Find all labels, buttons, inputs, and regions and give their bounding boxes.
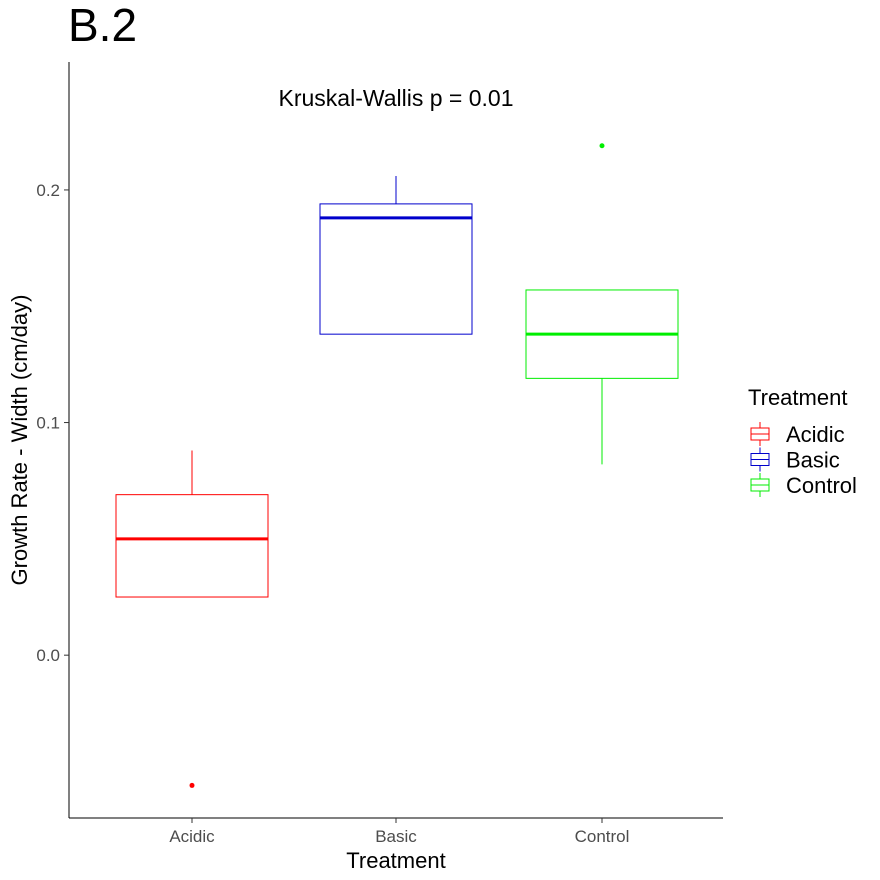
axes: 0.0 0.1 0.2 Acidic Basic Control — [36, 181, 629, 846]
y-tick-label: 0.2 — [36, 181, 60, 200]
y-axis-title: Growth Rate - Width (cm/day) — [7, 295, 32, 586]
plot-area — [115, 143, 679, 788]
legend-key-acidic — [750, 422, 770, 446]
x-axis-title: Treatment — [346, 848, 445, 873]
legend-label-control: Control — [786, 473, 857, 498]
iqr-box — [115, 494, 269, 598]
legend-label-basic: Basic — [786, 448, 840, 473]
outlier-point — [599, 143, 605, 149]
box-control — [525, 143, 679, 465]
legend-key-control — [750, 473, 770, 497]
panel-label: B.2 — [68, 0, 138, 51]
x-tick-label: Basic — [375, 827, 417, 846]
y-tick-label: 0.0 — [36, 646, 60, 665]
iqr-box — [319, 203, 473, 335]
outlier-point — [189, 782, 195, 788]
x-tick-label: Acidic — [169, 827, 215, 846]
legend-label-acidic: Acidic — [786, 422, 845, 447]
legend-key-basic — [750, 447, 770, 472]
box-basic — [319, 175, 473, 335]
x-tick-label: Control — [575, 827, 630, 846]
stat-annotation: Kruskal-Wallis p = 0.01 — [279, 85, 514, 111]
y-tick-label: 0.1 — [36, 414, 60, 433]
legend-title: Treatment — [748, 385, 847, 410]
box-acidic — [115, 450, 269, 788]
